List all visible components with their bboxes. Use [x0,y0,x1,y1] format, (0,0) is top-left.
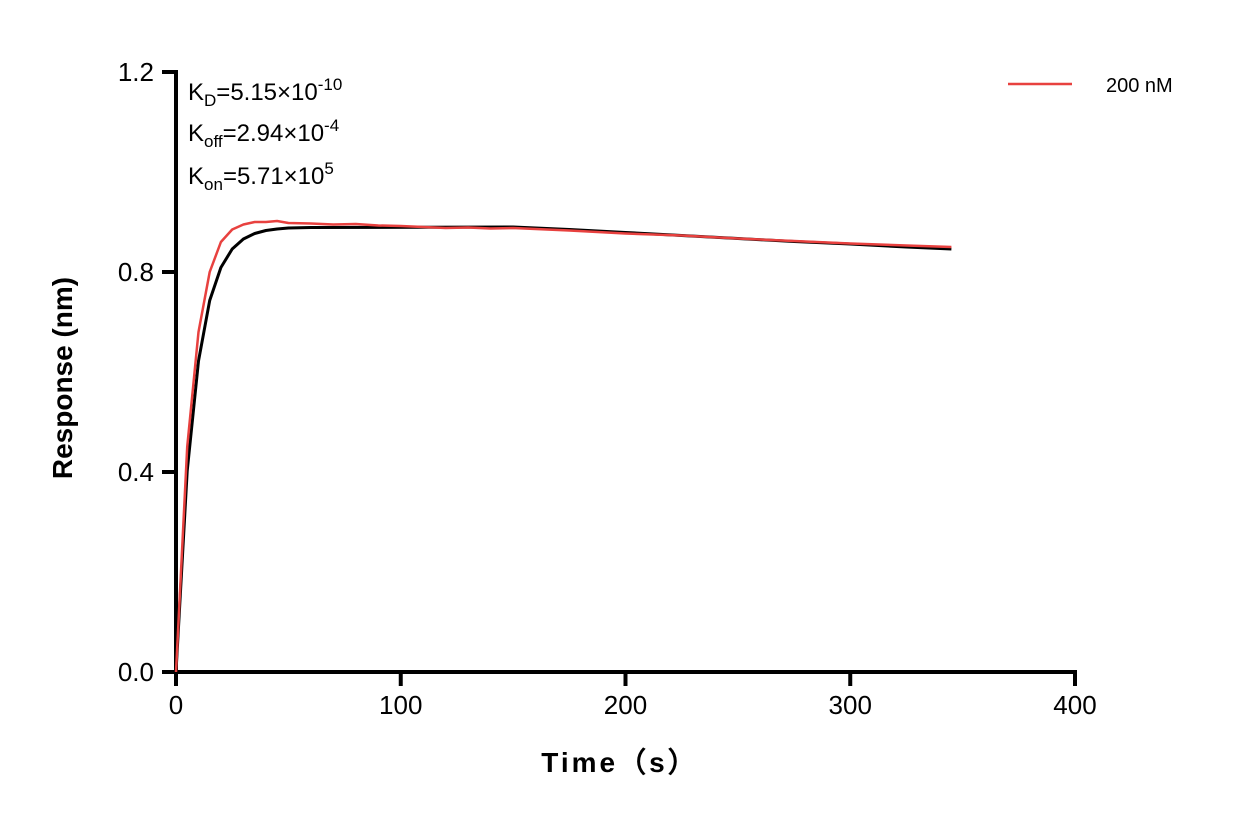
y-axis-label: Response (nm) [47,277,78,479]
x-tick-label: 0 [169,690,183,720]
x-tick-label: 400 [1053,690,1096,720]
x-tick-label: 100 [379,690,422,720]
svg-text:Koff=2.94×10-4: Koff=2.94×10-4 [188,116,339,151]
annotation-koff: Koff=2.94×10-4 [188,116,339,151]
annotation-kon: Kon=5.71×105 [188,159,334,194]
legend-label: 200 nM [1106,75,1173,97]
svg-text:KD=5.15×10-10: KD=5.15×10-10 [188,75,342,110]
x-tick-label: 200 [604,690,647,720]
axes: 0 100 200 300 400 0.0 0.4 0.8 1.2 [118,57,1097,720]
y-tick-label: 0.0 [118,657,154,687]
fit-curve [174,225,952,673]
x-axis-label: Time（s） [541,746,698,778]
plot-lines [174,219,952,673]
y-tick-label: 0.8 [118,257,154,287]
y-tick-label: 0.4 [118,457,154,487]
x-tick-label: 300 [829,690,872,720]
svg-text:Kon=5.71×105: Kon=5.71×105 [188,159,334,194]
legend: 200 nM [1008,75,1173,97]
annotation-kd: KD=5.15×10-10 [188,75,342,110]
y-tick-label: 1.2 [118,57,154,87]
series-200nm-curve [174,219,952,673]
